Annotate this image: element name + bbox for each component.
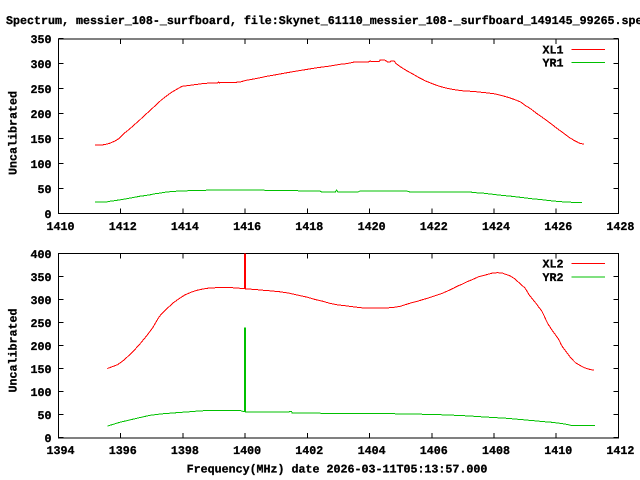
svg-text:50: 50 <box>38 183 52 197</box>
svg-text:Frequency(MHz) date 2026-03-11: Frequency(MHz) date 2026-03-11T05:13:57.… <box>187 463 488 477</box>
svg-text:1396: 1396 <box>109 444 137 458</box>
svg-text:1410: 1410 <box>544 444 572 458</box>
svg-text:1410: 1410 <box>47 220 75 234</box>
svg-text:100: 100 <box>31 158 52 172</box>
svg-text:1406: 1406 <box>420 444 448 458</box>
svg-text:1412: 1412 <box>109 220 137 234</box>
svg-text:1402: 1402 <box>295 444 323 458</box>
svg-text:Spectrum, messier_108-_surfboa: Spectrum, messier_108-_surfboard, file:S… <box>6 14 640 28</box>
svg-text:Uncalibrated: Uncalibrated <box>7 309 21 393</box>
svg-text:150: 150 <box>31 363 52 377</box>
svg-text:1412: 1412 <box>606 444 634 458</box>
svg-text:350: 350 <box>31 271 52 285</box>
svg-text:1400: 1400 <box>233 444 261 458</box>
svg-text:YR2: YR2 <box>543 271 564 285</box>
svg-text:400: 400 <box>31 248 52 262</box>
svg-text:YR1: YR1 <box>543 57 564 71</box>
svg-text:1394: 1394 <box>47 444 75 458</box>
svg-text:200: 200 <box>31 108 52 122</box>
svg-text:250: 250 <box>31 83 52 97</box>
svg-text:1428: 1428 <box>606 220 634 234</box>
svg-text:Uncalibrated: Uncalibrated <box>7 91 21 175</box>
svg-text:200: 200 <box>31 340 52 354</box>
svg-text:150: 150 <box>31 133 52 147</box>
svg-text:1408: 1408 <box>482 444 510 458</box>
svg-text:1426: 1426 <box>544 220 572 234</box>
svg-text:1424: 1424 <box>482 220 510 234</box>
svg-text:50: 50 <box>38 409 52 423</box>
svg-text:0: 0 <box>45 432 52 446</box>
svg-text:XL2: XL2 <box>543 258 564 272</box>
svg-text:0: 0 <box>45 208 52 222</box>
svg-text:1420: 1420 <box>358 220 386 234</box>
svg-text:1416: 1416 <box>233 220 261 234</box>
svg-text:300: 300 <box>31 294 52 308</box>
svg-text:1404: 1404 <box>358 444 386 458</box>
svg-text:XL1: XL1 <box>543 44 564 58</box>
svg-text:1418: 1418 <box>295 220 323 234</box>
svg-text:300: 300 <box>31 58 52 72</box>
svg-text:100: 100 <box>31 386 52 400</box>
svg-text:1398: 1398 <box>171 444 199 458</box>
svg-text:1422: 1422 <box>420 220 448 234</box>
svg-text:350: 350 <box>31 33 52 47</box>
svg-text:250: 250 <box>31 317 52 331</box>
svg-text:1414: 1414 <box>171 220 199 234</box>
